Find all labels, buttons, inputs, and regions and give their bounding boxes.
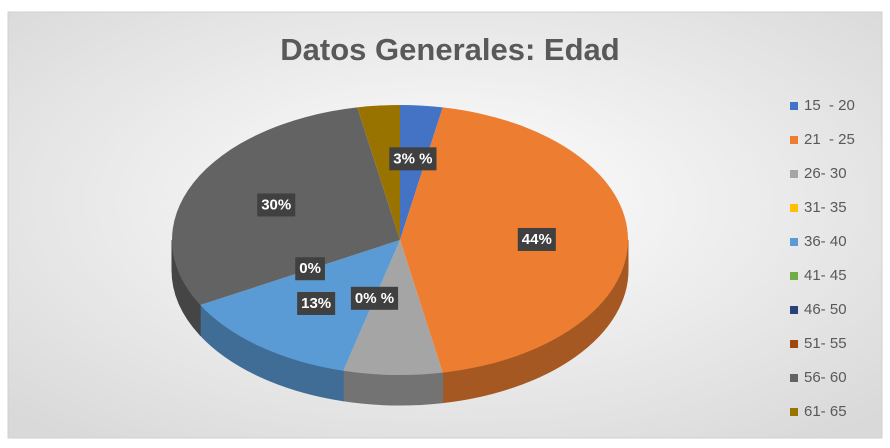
data-label-text: 44%	[522, 231, 552, 248]
legend-label: 15 - 20	[804, 97, 855, 114]
chart-title: Datos Generales: Edad	[280, 32, 619, 67]
legend-label: 26- 30	[804, 165, 847, 182]
legend-label: 61- 65	[804, 403, 847, 420]
data-label-text: 3% %	[393, 150, 432, 167]
data-label-text: 13%	[301, 295, 331, 312]
legend-label: 36- 40	[804, 233, 847, 250]
legend-label: 21 - 25	[804, 131, 855, 148]
slice	[400, 105, 443, 240]
data-label: 44%	[517, 227, 556, 251]
slice	[357, 105, 400, 240]
data-label: 0% %	[350, 286, 399, 310]
data-label-box	[297, 291, 336, 315]
legend-label: 56- 60	[804, 369, 847, 386]
legend-swatch	[790, 102, 798, 110]
legend-label: 41- 45	[804, 267, 847, 284]
data-labels: 3% % 44% 0% % 13% 0% 30%	[257, 147, 556, 315]
data-label-text: 0%	[299, 260, 321, 277]
slice-side	[342, 370, 444, 406]
slice	[400, 107, 628, 373]
data-label-box	[389, 147, 437, 171]
data-label: 3% %	[389, 147, 437, 171]
legend-swatch	[790, 306, 798, 314]
legend-label: 46- 50	[804, 301, 847, 318]
legend-label: 31- 35	[804, 199, 847, 216]
data-label-text: 30%	[261, 196, 291, 213]
legend: 15 - 20 21 - 25 26- 30 31- 35 36- 40 41- 45 46…	[790, 97, 855, 420]
data-label: 0%	[295, 257, 325, 281]
pie	[171, 105, 629, 406]
legend-swatch	[790, 374, 798, 382]
data-label-box	[350, 286, 399, 310]
data-label: 30%	[257, 193, 296, 217]
data-label-text: 0% %	[355, 290, 394, 307]
legend-swatch	[790, 272, 798, 280]
legend-label: 51- 55	[804, 335, 847, 352]
legend-swatch	[790, 238, 798, 246]
legend-swatch	[790, 170, 798, 178]
legend-swatch	[790, 204, 798, 212]
data-label-box	[295, 257, 325, 281]
data-label-box	[257, 193, 296, 217]
legend-swatch	[790, 340, 798, 348]
legend-swatch	[790, 408, 798, 416]
legend-swatch	[790, 136, 798, 144]
data-label: 13%	[297, 291, 336, 315]
data-label-box	[517, 227, 556, 251]
